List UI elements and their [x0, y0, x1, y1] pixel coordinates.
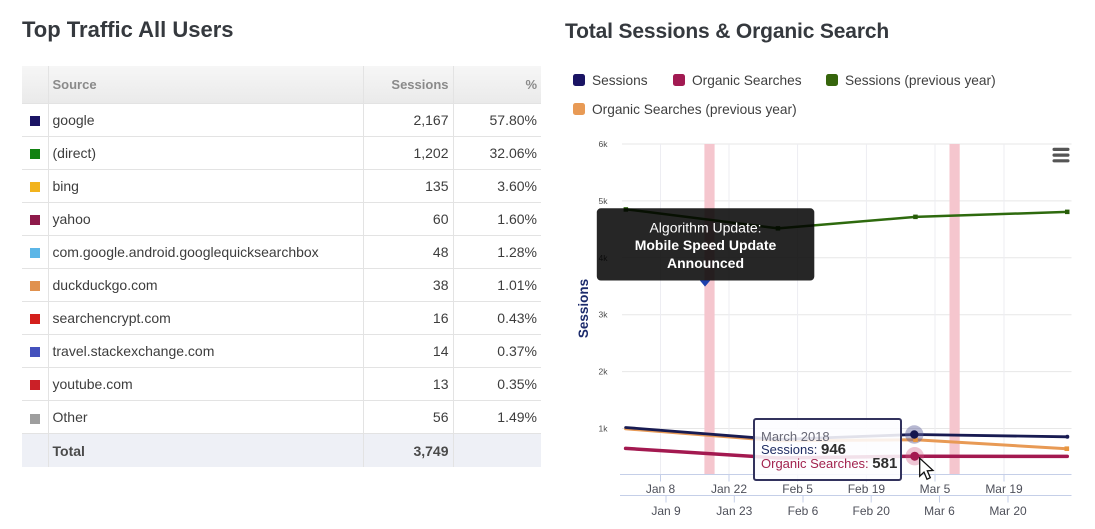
svg-text:1k: 1k: [599, 424, 609, 434]
svg-text:Mar 5: Mar 5: [920, 482, 951, 496]
svg-text:Jan 9: Jan 9: [651, 504, 681, 518]
svg-text:2k: 2k: [599, 367, 609, 377]
svg-text:Mobile Speed Update: Mobile Speed Update: [635, 237, 777, 253]
svg-text:6k: 6k: [599, 139, 609, 149]
svg-text:Announced: Announced: [667, 255, 744, 271]
svg-text:Mar 20: Mar 20: [989, 504, 1027, 518]
svg-text:Jan 22: Jan 22: [711, 482, 747, 496]
svg-text:Jan 23: Jan 23: [716, 504, 752, 518]
svg-text:5k: 5k: [599, 196, 609, 206]
svg-text:Mar 6: Mar 6: [924, 504, 955, 518]
svg-text:Feb 6: Feb 6: [788, 504, 819, 518]
svg-text:Feb 19: Feb 19: [848, 482, 886, 496]
svg-text:Sessions: Sessions: [576, 279, 591, 338]
svg-text:Jan 8: Jan 8: [646, 482, 676, 496]
svg-text:Feb 5: Feb 5: [782, 482, 813, 496]
svg-text:Mar 19: Mar 19: [985, 482, 1023, 496]
svg-text:Algorithm Update:: Algorithm Update:: [649, 219, 761, 235]
svg-text:3k: 3k: [599, 310, 609, 320]
svg-text:Feb 20: Feb 20: [853, 504, 891, 518]
